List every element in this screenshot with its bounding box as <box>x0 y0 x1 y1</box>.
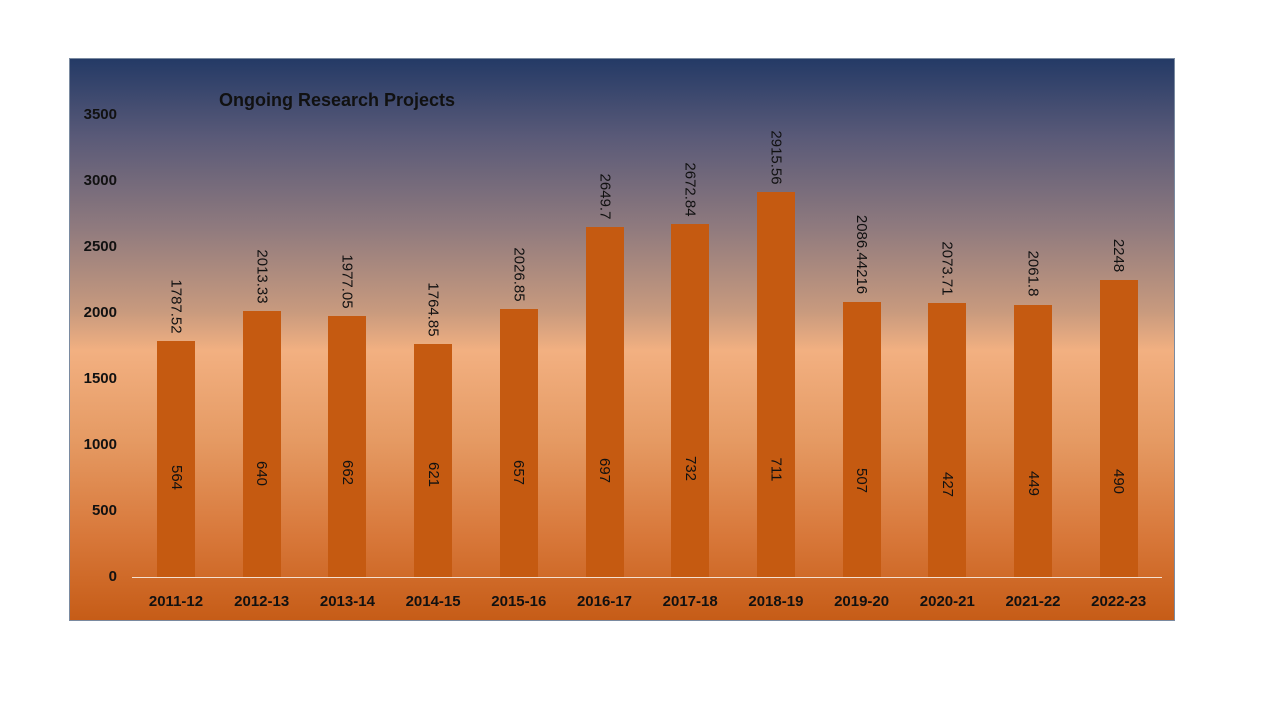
x-axis-line <box>132 577 1162 578</box>
x-tick-label: 2020-21 <box>919 593 975 610</box>
bar-inner-label: 662 <box>338 459 356 485</box>
bar <box>842 301 881 577</box>
bar <box>1014 304 1052 577</box>
bar-inner-label: 711 <box>767 457 785 482</box>
bar-inner-label: 490 <box>1110 468 1128 494</box>
bar-value-label: 1977.05 <box>339 253 357 309</box>
bar-value-label: 2073.71 <box>938 241 956 296</box>
bar-value-label: 2672.84 <box>681 162 699 217</box>
bar-inner-label: 621 <box>424 461 442 487</box>
bar-inner-label: 507 <box>853 467 871 493</box>
bar <box>242 311 281 577</box>
y-tick-label: 500 <box>91 502 117 519</box>
bar-value-label: 1787.52 <box>167 278 185 334</box>
bar <box>671 224 710 577</box>
bar <box>499 309 538 577</box>
y-tick-label: 2500 <box>83 238 117 255</box>
bar-inner-label: 697 <box>596 457 614 483</box>
bar-inner-label: 449 <box>1024 470 1042 496</box>
bar <box>328 316 367 577</box>
y-tick-label: 3500 <box>83 106 117 123</box>
bar-inner-label: 640 <box>253 460 271 486</box>
y-tick-label: 1000 <box>83 436 117 453</box>
y-tick-label: 1500 <box>83 370 117 387</box>
bar-value-label: 1764.85 <box>424 281 442 337</box>
y-tick-label: 3000 <box>83 172 117 189</box>
x-tick-label: 2012-13 <box>234 593 290 610</box>
bar-value-label: 2649.7 <box>595 173 613 220</box>
x-tick-label: 2022-23 <box>1091 593 1147 610</box>
chart-area: Ongoing Research Projects 0 500 1000 1500 20… <box>69 58 1175 621</box>
bar <box>585 227 624 577</box>
x-tick-label: 2011-12 <box>148 593 204 610</box>
bar-value-label: 2026.85 <box>510 247 528 302</box>
x-tick-label: 2013-14 <box>319 593 375 610</box>
y-tick-label: 0 <box>108 568 117 585</box>
x-tick-label: 2021-22 <box>1005 593 1061 610</box>
bar-inner-label: 427 <box>938 471 956 497</box>
chart-title: Ongoing Research Projects <box>219 90 456 110</box>
bar-inner-label: 732 <box>681 455 699 481</box>
bar <box>414 344 453 577</box>
bar <box>756 192 795 577</box>
bar-inner-label: 564 <box>167 464 185 490</box>
x-tick-label: 2015-16 <box>491 593 547 610</box>
bar-value-label: 2086.44216 <box>853 214 871 294</box>
bar <box>1099 280 1138 577</box>
bar-value-label: 2915.56 <box>767 130 785 185</box>
x-tick-label: 2017-18 <box>662 593 718 610</box>
bar-inner-label: 657 <box>510 459 528 485</box>
x-tick-label: 2014-15 <box>405 593 461 610</box>
bar <box>928 303 967 577</box>
x-tick-label: 2016-17 <box>576 593 633 610</box>
bar-value-label: 2248 <box>1110 239 1128 273</box>
y-tick-label: 2000 <box>83 304 117 321</box>
x-tick-label: 2019-20 <box>834 593 890 610</box>
bar <box>157 341 195 577</box>
bar-value-label: 2013.33 <box>253 249 271 304</box>
bar-value-label: 2061.8 <box>1024 250 1042 297</box>
x-tick-label: 2018-19 <box>748 593 804 610</box>
